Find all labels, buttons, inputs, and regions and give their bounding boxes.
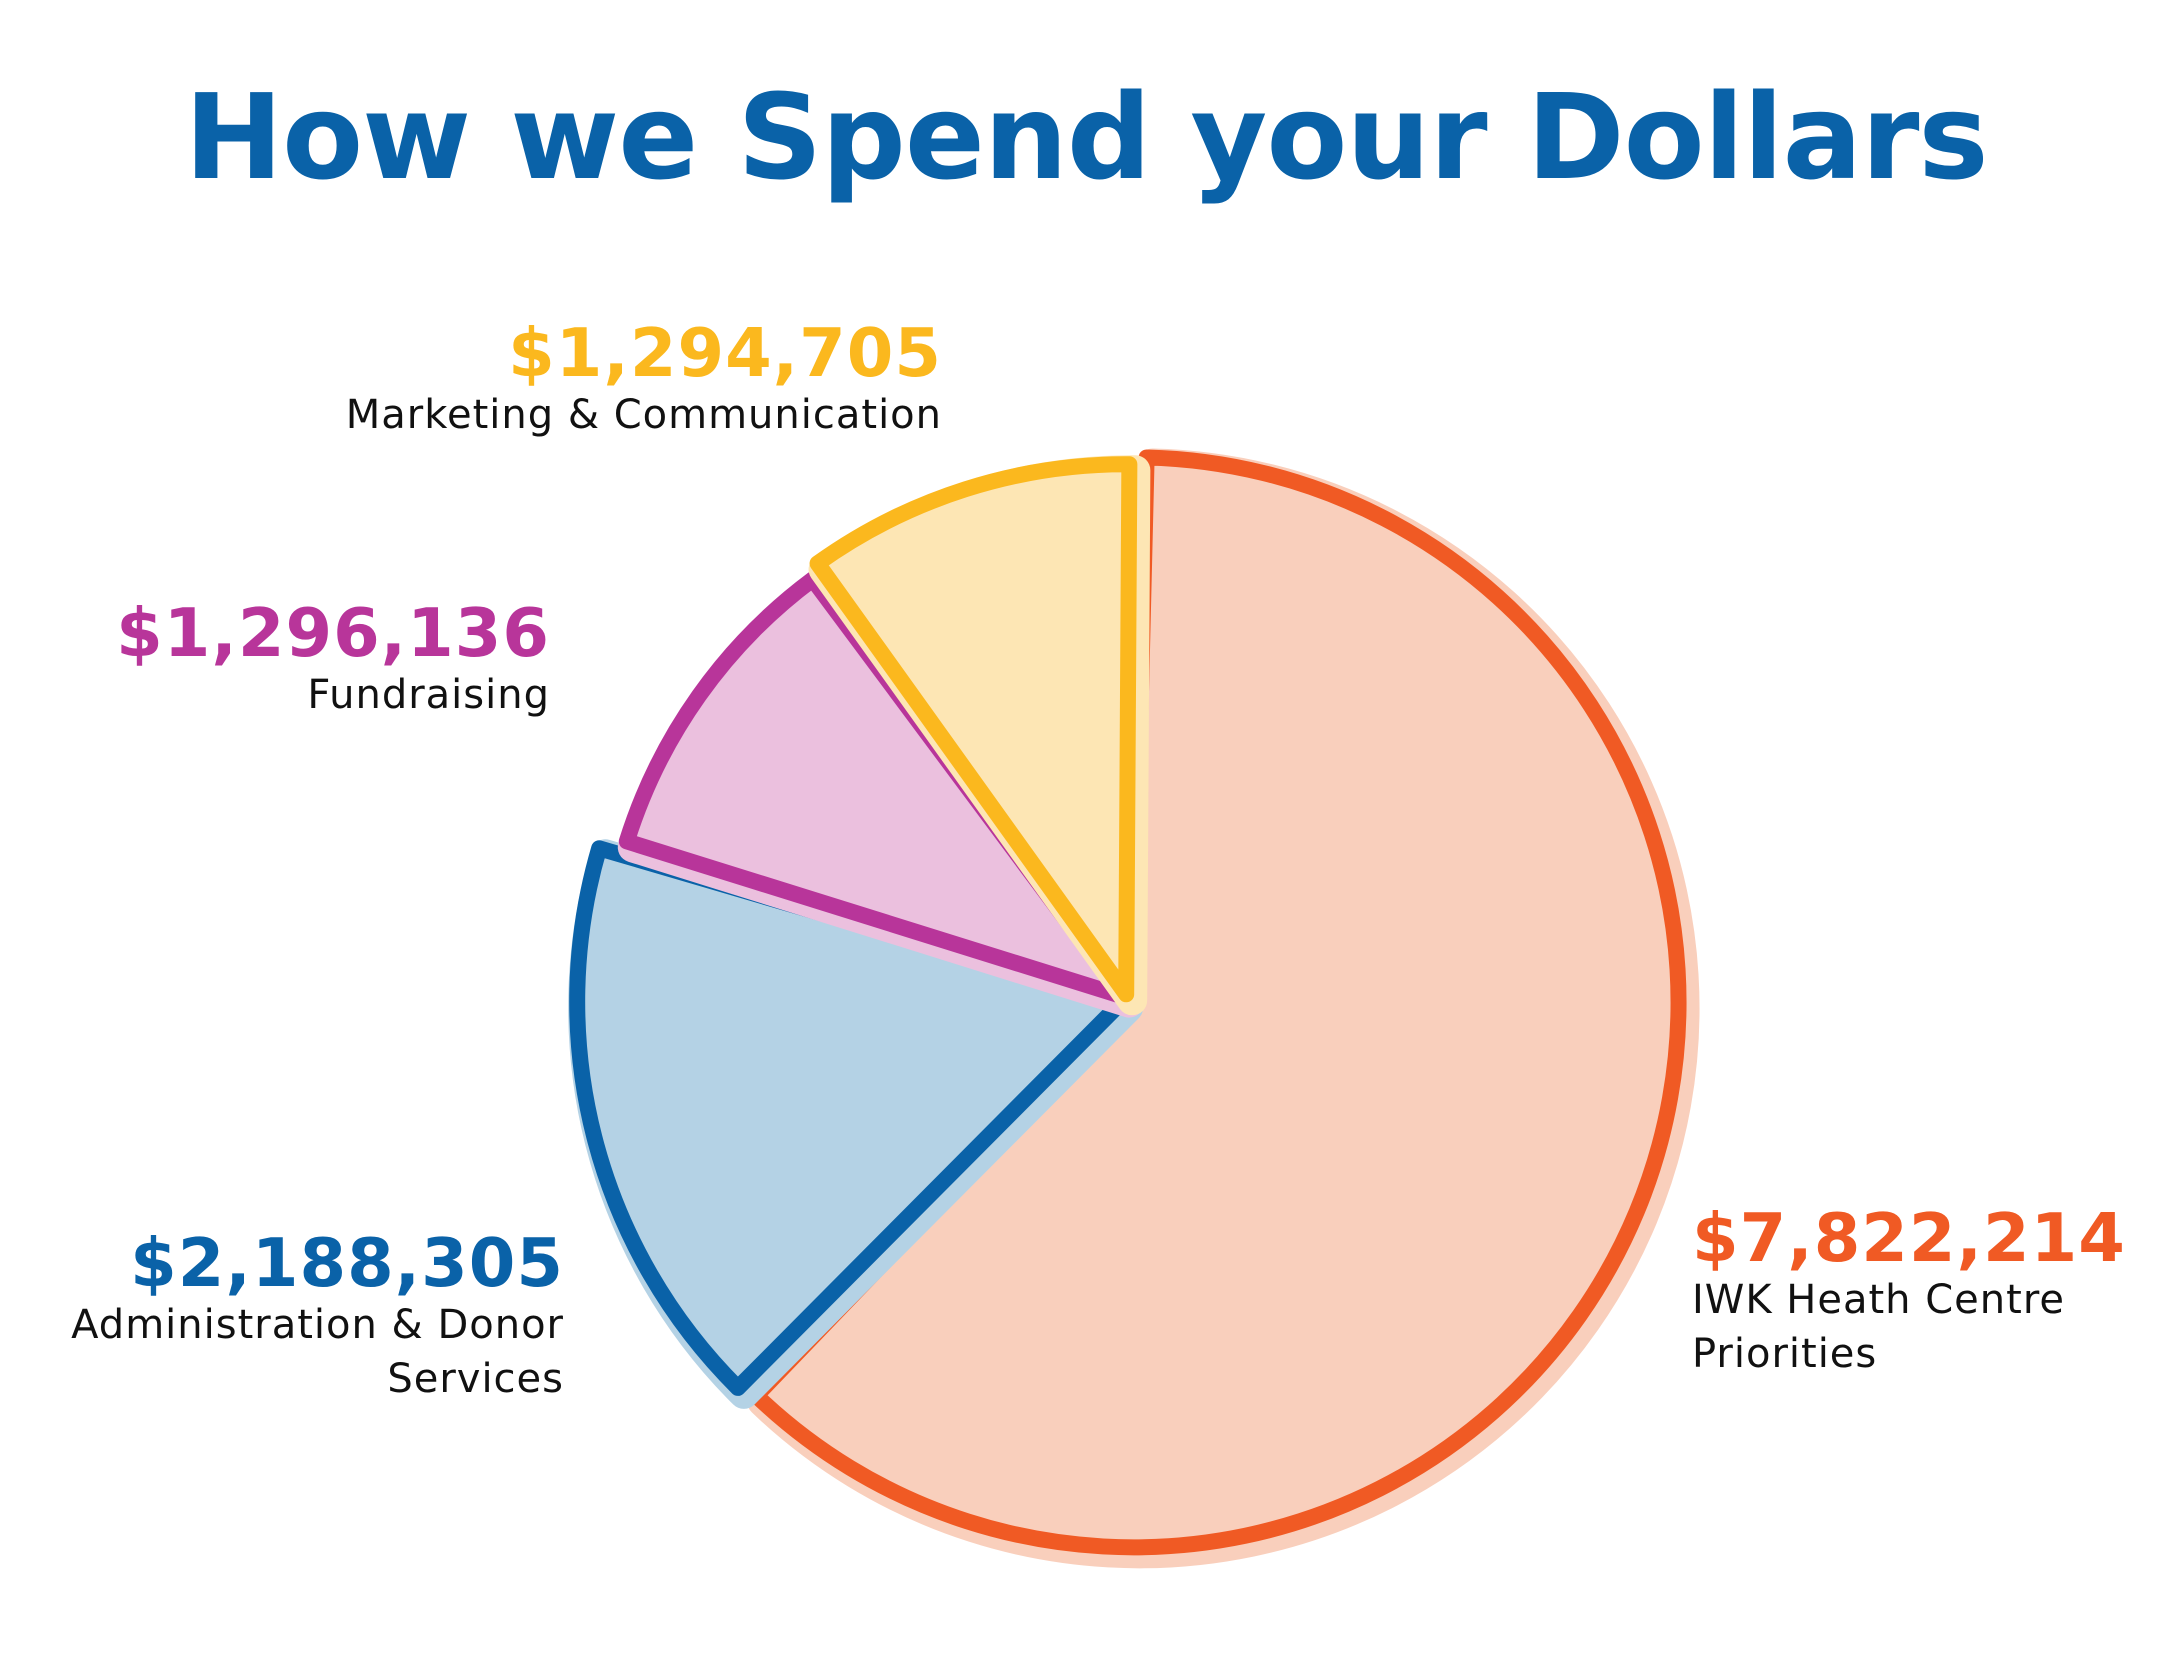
iwk-label: $7,822,214 IWK Heath Centre Priorities <box>1692 1203 2152 1381</box>
admin-label: $2,188,305 Administration & Donor Servic… <box>0 1228 564 1406</box>
pie-slice-fundraising <box>618 571 1132 1005</box>
fundraising-amount: $1,296,136 <box>116 594 550 672</box>
iwk-description-line2: Priorities <box>1692 1331 1878 1378</box>
fundraising-label: $1,296,136 Fundraising <box>116 598 550 722</box>
marketing-description: Marketing & Communication <box>345 392 942 439</box>
admin-description-line2: Services <box>387 1356 564 1403</box>
admin-description-line1: Administration & Donor <box>71 1302 564 1349</box>
admin-amount: $2,188,305 <box>130 1224 564 1302</box>
pie-slice-marketing <box>809 456 1138 1003</box>
marketing-amount: $1,294,705 <box>508 314 942 392</box>
pie-slice-admin <box>569 840 1131 1396</box>
chart-title: How we Spend your Dollars <box>184 68 1988 206</box>
iwk-amount: $7,822,214 <box>1692 1199 2126 1277</box>
pie-slices <box>568 448 1700 1569</box>
fundraising-description: Fundraising <box>307 672 550 719</box>
iwk-description-line1: IWK Heath Centre <box>1692 1277 2065 1324</box>
pie-slice-iwk <box>748 449 1687 1556</box>
marketing-label: $1,294,705 Marketing & Communication <box>346 318 942 442</box>
